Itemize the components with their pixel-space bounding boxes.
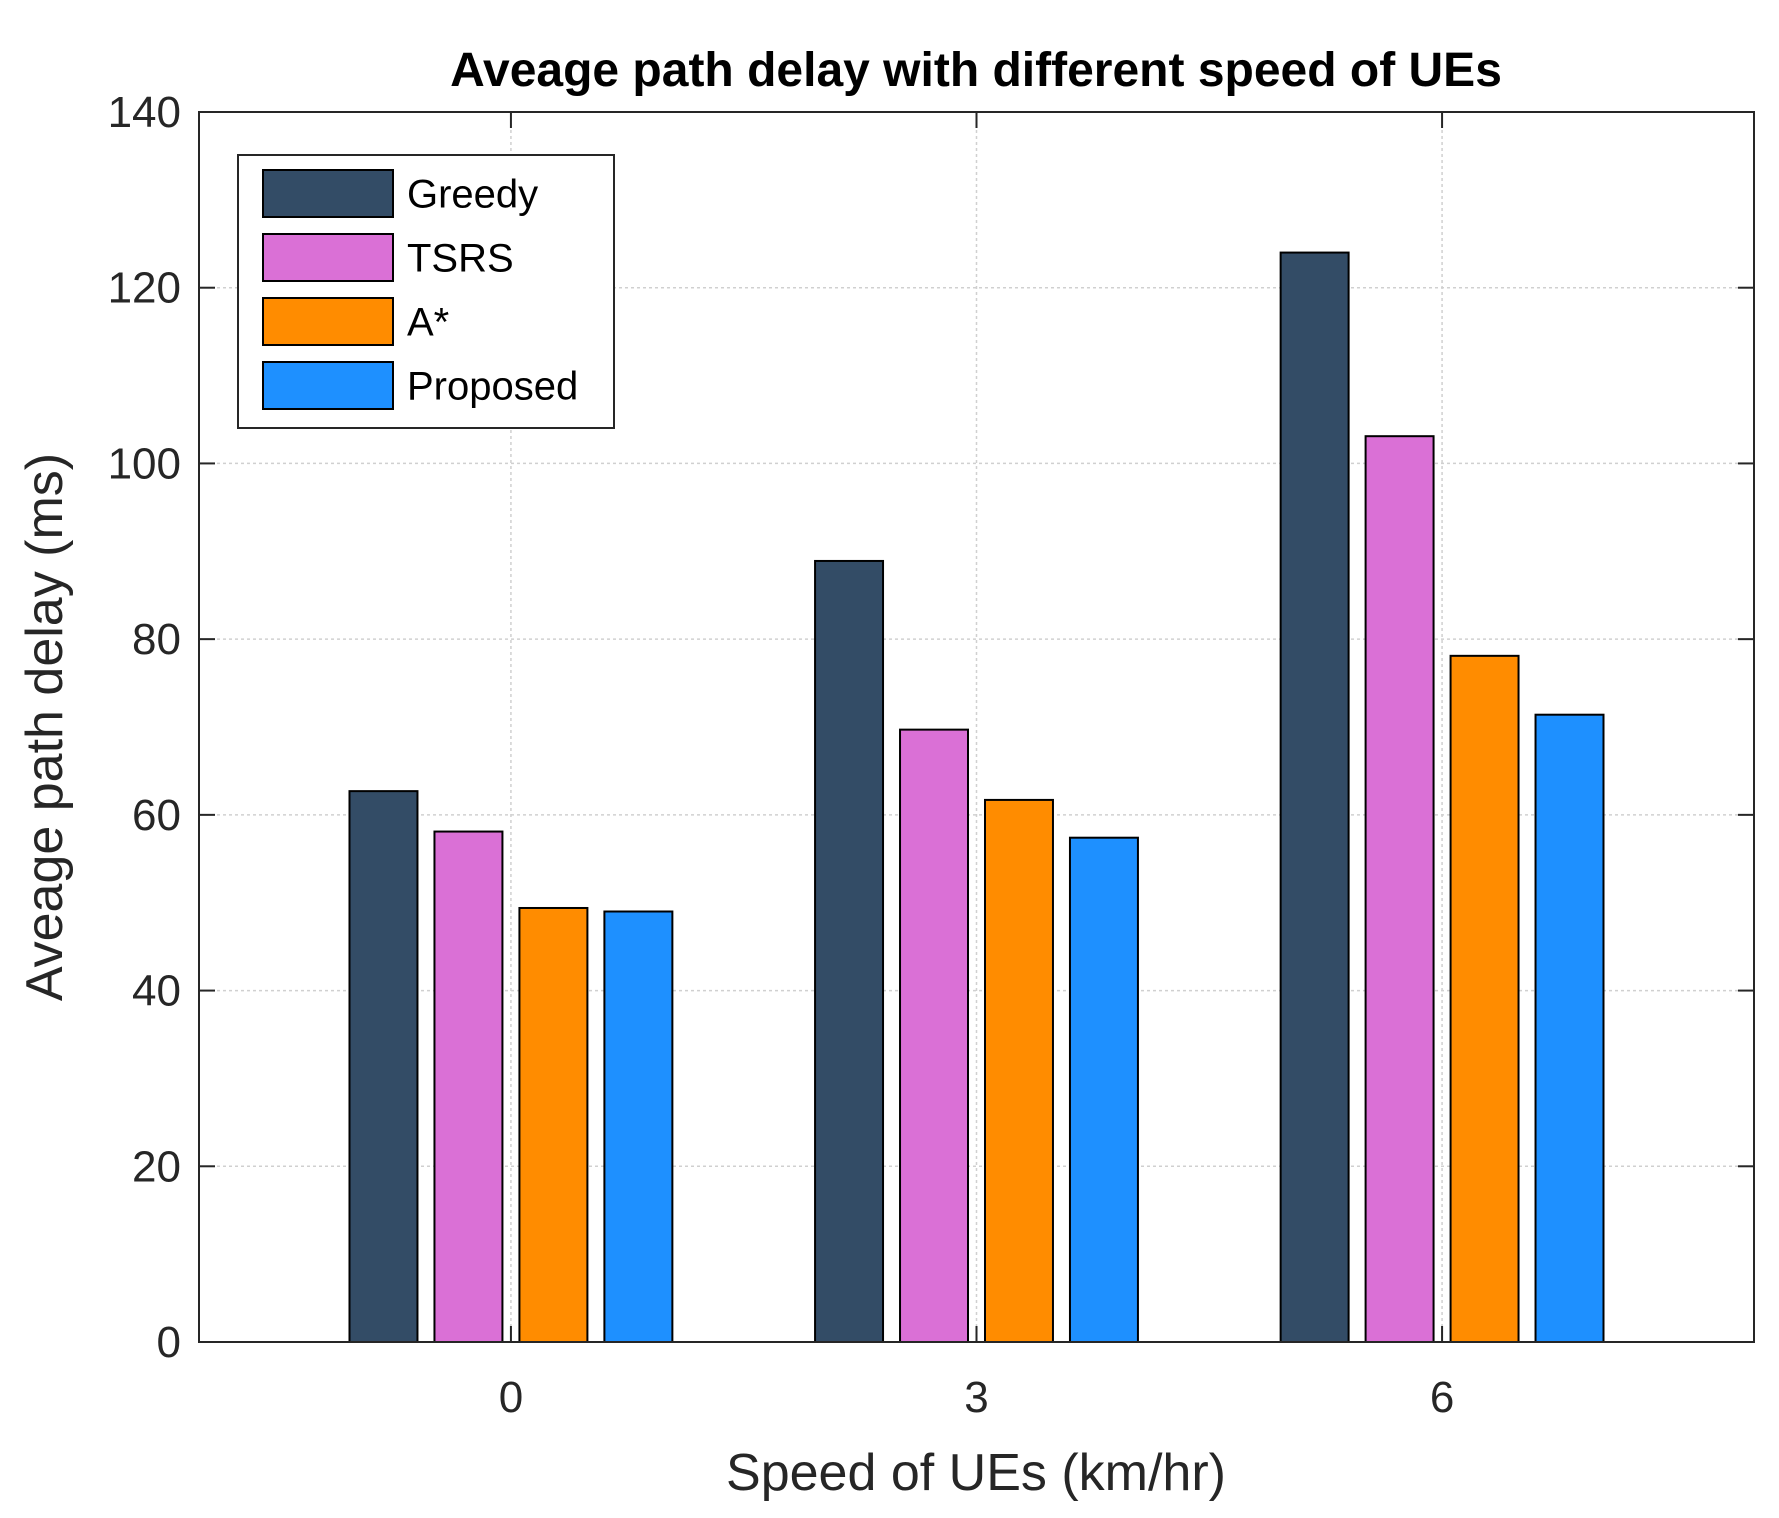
legend: Greedy TSRS A* Proposed	[237, 154, 615, 429]
x-tick-label: 3	[964, 1373, 988, 1422]
y-tick-label: 80	[132, 615, 181, 664]
x-axis-label: Speed of UEs (km/hr)	[726, 1444, 1226, 1502]
y-axis-label: Aveage path delay (ms)	[16, 453, 74, 1001]
legend-label: Proposed	[407, 365, 578, 409]
legend-label: A*	[407, 301, 449, 345]
bar-a-6	[1449, 654, 1520, 1343]
bar-tsrs-3	[899, 728, 970, 1343]
bar-a-3	[983, 798, 1054, 1343]
legend-swatch-tsrs	[262, 233, 394, 282]
bar-greedy-6	[1279, 251, 1350, 1344]
bar-tsrs-0	[433, 830, 504, 1343]
y-tick-label: 120	[108, 264, 181, 313]
axes: 0 20 40 60 80 100 120 140 0 3 6	[108, 88, 1755, 1422]
bar-proposed-3	[1068, 836, 1139, 1343]
legend-swatch-a	[262, 297, 394, 346]
y-tick-label: 140	[108, 88, 181, 137]
y-tick-label: 60	[132, 791, 181, 840]
legend-swatch-greedy	[262, 169, 394, 218]
x-tick-label: 0	[499, 1373, 523, 1422]
bar-proposed-6	[1534, 713, 1605, 1343]
bar-greedy-0	[348, 790, 419, 1343]
legend-label: Greedy	[407, 173, 538, 217]
x-tick-label: 6	[1430, 1373, 1454, 1422]
y-tick-label: 40	[132, 967, 181, 1016]
bar-proposed-0	[603, 910, 674, 1343]
y-tick-label: 0	[157, 1318, 181, 1367]
bar-greedy-3	[814, 559, 885, 1343]
y-tick-label: 100	[108, 439, 181, 488]
chart-title: Aveage path delay with different speed o…	[450, 44, 1502, 97]
legend-label: TSRS	[407, 237, 514, 281]
bar-a-0	[518, 906, 589, 1343]
y-tick-label: 20	[132, 1142, 181, 1191]
legend-swatch-proposed	[262, 361, 394, 410]
bar-tsrs-6	[1364, 435, 1435, 1343]
